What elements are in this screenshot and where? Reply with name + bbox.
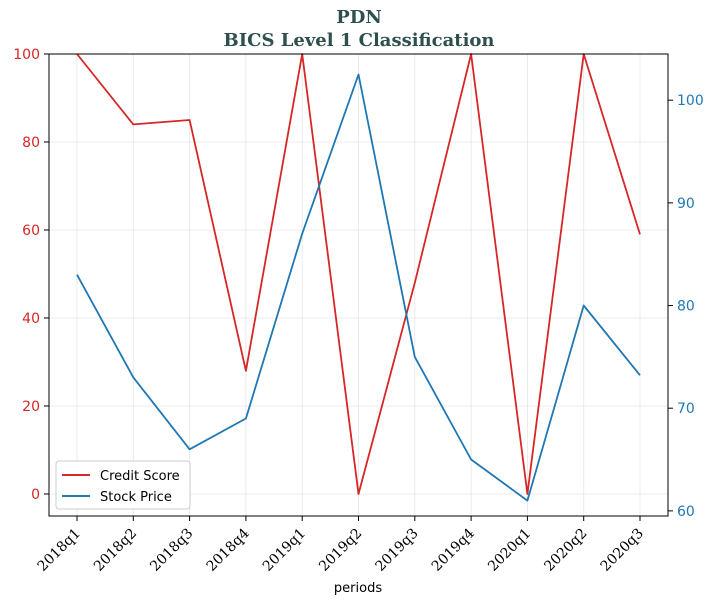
x-tick-label: 2019q2: [316, 526, 365, 575]
y-axis-left: 0 20 40 60 80 100: [13, 47, 49, 503]
y-right-tick-label: 70: [677, 401, 695, 417]
legend-label-stock-price: Stock Price: [100, 490, 172, 505]
y-right-tick-label: 90: [677, 196, 695, 212]
y-right-tick-label: 60: [677, 504, 695, 520]
x-tick-label: 2019q1: [260, 526, 309, 575]
x-tick-label: 2018q3: [147, 526, 196, 575]
legend-label-credit-score: Credit Score: [100, 469, 180, 484]
y-right-tick-label: 80: [677, 299, 695, 315]
legend: Credit Score Stock Price: [55, 460, 191, 510]
series-lines: [76, 53, 641, 502]
x-tick-label: 2020q3: [598, 526, 647, 575]
x-tick-label: 2018q4: [204, 525, 253, 574]
x-tick-label: 2018q2: [91, 526, 140, 575]
x-tick-label: 2019q4: [429, 525, 478, 574]
plot-frame: [48, 53, 669, 517]
y-left-tick-label: 80: [22, 135, 40, 151]
x-axis: 2018q1 2018q2 2018q3 2018q4 2019q1 2019q2 2019…: [35, 516, 647, 575]
series-line-stock-price: [76, 73, 641, 502]
x-tick-label: 2020q1: [485, 526, 534, 575]
y-left-tick-label: 60: [22, 223, 40, 239]
y-left-tick-label: 40: [22, 311, 40, 327]
y-right-tick-label: 100: [677, 93, 704, 109]
chart-subtitle: BICS Level 1 Classification: [223, 30, 494, 51]
x-tick-label: 2020q2: [541, 526, 590, 575]
chart-title: PDN: [336, 7, 382, 28]
y-left-tick-label: 20: [22, 399, 40, 415]
y-left-tick-label: 100: [13, 47, 40, 63]
x-tick-label: 2019q3: [372, 526, 421, 575]
series-line-credit-score: [76, 53, 641, 495]
x-tick-label: 2018q1: [35, 526, 84, 575]
y-left-tick-label: 0: [31, 487, 40, 503]
x-axis-label: periods: [334, 581, 382, 596]
y-axis-right: 60 70 80 90 100: [668, 93, 704, 520]
